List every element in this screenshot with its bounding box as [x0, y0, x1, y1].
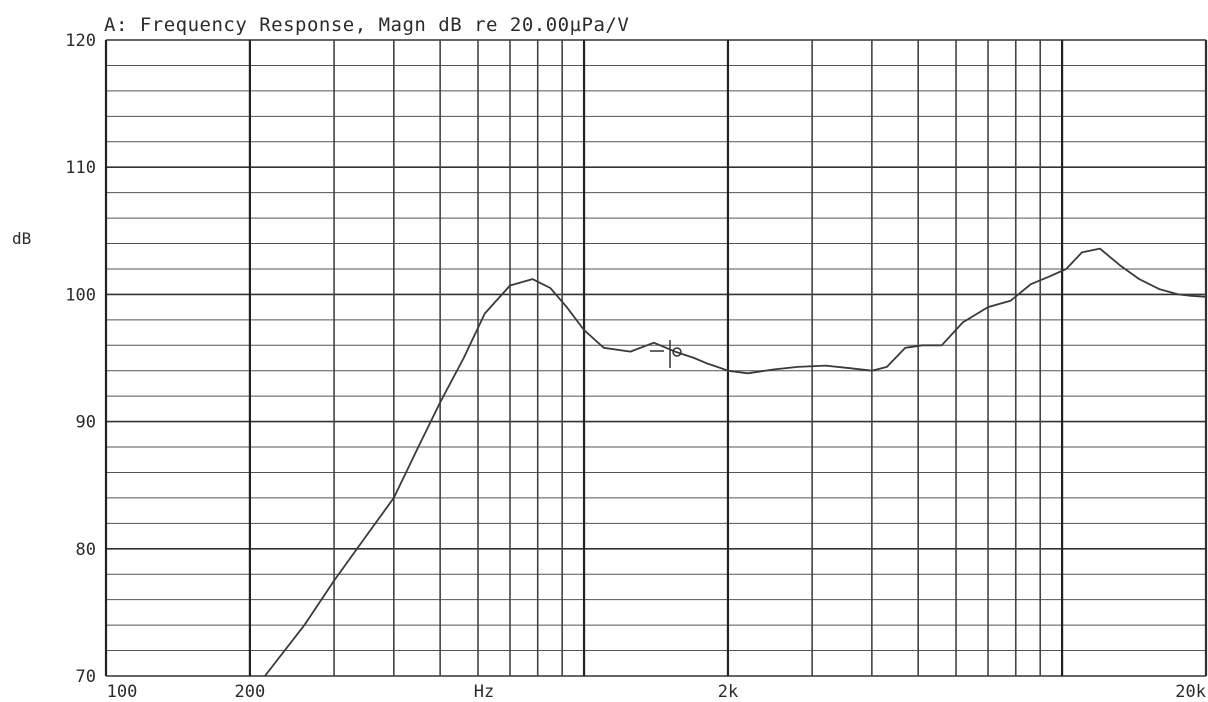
- response-curve: [264, 247, 1207, 677]
- x-axis-label: Hz: [474, 682, 494, 702]
- y-tick-label: 70: [76, 667, 96, 687]
- y-tick-label: 120: [65, 31, 96, 51]
- y-tick-label: 100: [65, 285, 96, 305]
- grid-lines: [104, 39, 1208, 677]
- y-tick-label: 80: [76, 540, 96, 560]
- y-tick-label: 90: [76, 413, 96, 433]
- x-tick-label: 20k: [1175, 682, 1206, 702]
- x-tick-labels: 100 200 2k 20k: [107, 682, 1206, 702]
- y-tick-label: 110: [65, 158, 96, 178]
- y-axis-label: dB: [12, 229, 31, 248]
- x-tick-label: 200: [235, 682, 266, 702]
- cursor-marker: [650, 340, 682, 368]
- x-tick-label: 2k: [718, 682, 738, 702]
- series-lines: [264, 247, 1207, 677]
- x-tick-label: 100: [107, 682, 138, 702]
- chart-title: A: Frequency Response, Magn dB re 20.00µ…: [104, 14, 630, 36]
- y-tick-labels: 120 110 100 90 80 70: [65, 31, 96, 687]
